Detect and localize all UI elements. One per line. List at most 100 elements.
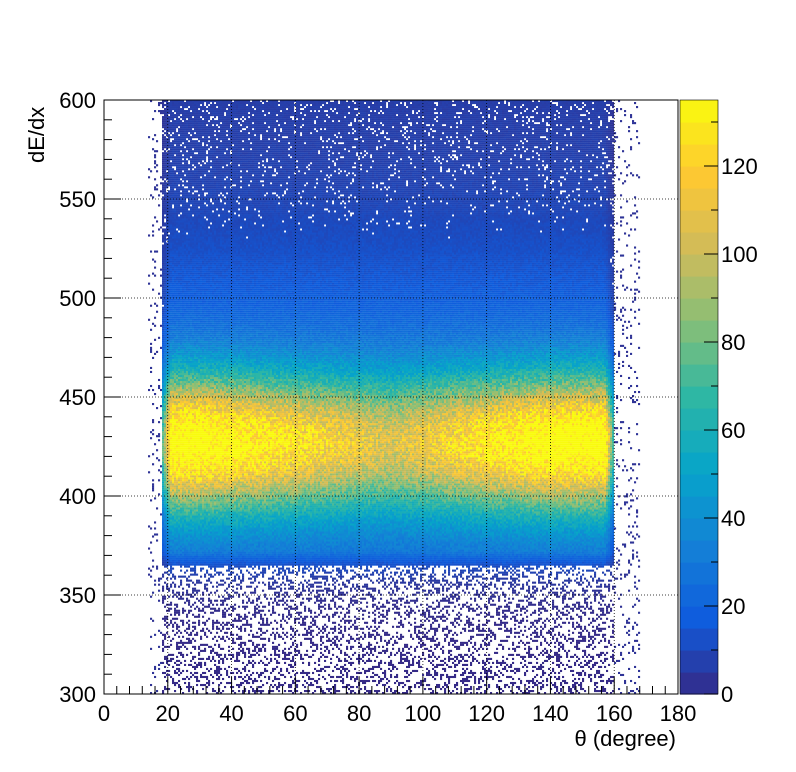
heatmap-cell bbox=[172, 385, 174, 387]
heatmap-cell bbox=[172, 369, 174, 371]
heatmap-cell bbox=[158, 433, 160, 435]
heatmap-cell bbox=[160, 405, 162, 407]
heatmap-cell bbox=[164, 403, 166, 405]
heatmap-cell bbox=[156, 435, 158, 437]
heatmap-cell bbox=[162, 493, 164, 495]
heatmap-cell bbox=[156, 311, 158, 313]
heatmap-cell bbox=[172, 202, 174, 204]
heatmap-cell bbox=[170, 289, 172, 291]
heatmap-cell bbox=[174, 228, 176, 230]
heatmap-cell bbox=[150, 437, 152, 439]
heatmap-cell bbox=[164, 174, 166, 176]
heatmap-cell bbox=[170, 584, 172, 586]
heatmap-cell bbox=[172, 164, 174, 166]
heatmap-cell bbox=[162, 214, 164, 216]
heatmap-cell bbox=[174, 407, 176, 409]
heatmap-cell bbox=[174, 513, 176, 515]
heatmap-cell bbox=[170, 509, 172, 511]
heatmap-cell bbox=[170, 277, 172, 279]
heatmap-cell bbox=[168, 293, 170, 295]
heatmap-cell bbox=[168, 130, 170, 132]
heatmap-cell bbox=[158, 435, 160, 437]
heatmap-cell bbox=[170, 507, 172, 509]
heatmap-cell bbox=[164, 108, 166, 110]
heatmap-cell bbox=[162, 558, 164, 560]
heatmap-cell bbox=[170, 106, 172, 108]
heatmap-cell bbox=[172, 630, 174, 632]
heatmap-cell bbox=[148, 275, 150, 277]
heatmap-cell bbox=[172, 327, 174, 329]
heatmap-cell bbox=[162, 178, 164, 180]
heatmap-cell bbox=[170, 263, 172, 265]
heatmap-cell bbox=[164, 493, 166, 495]
heatmap-cell bbox=[172, 515, 174, 517]
heatmap-cell bbox=[168, 244, 170, 246]
heatmap-cell bbox=[162, 503, 164, 505]
heatmap-cell bbox=[162, 220, 164, 222]
heatmap-cell bbox=[170, 220, 172, 222]
heatmap-cell bbox=[170, 114, 172, 116]
heatmap-cell bbox=[170, 523, 172, 525]
heatmap-cell bbox=[164, 204, 166, 206]
heatmap-cell bbox=[170, 383, 172, 385]
heatmap-cell bbox=[174, 363, 176, 365]
heatmap-cell bbox=[172, 279, 174, 281]
heatmap-cell bbox=[158, 493, 160, 495]
heatmap-cell bbox=[164, 479, 166, 481]
heatmap-cell bbox=[170, 578, 172, 580]
heatmap-cell bbox=[170, 640, 172, 642]
heatmap-cell bbox=[164, 347, 166, 349]
heatmap-cell bbox=[168, 467, 170, 469]
heatmap-cell bbox=[170, 146, 172, 148]
heatmap-cell bbox=[172, 381, 174, 383]
heatmap-cell bbox=[172, 224, 174, 226]
heatmap-cell bbox=[170, 154, 172, 156]
heatmap-cell bbox=[172, 546, 174, 548]
heatmap-cell bbox=[168, 212, 170, 214]
heatmap-cell bbox=[162, 333, 164, 335]
heatmap-cell bbox=[162, 381, 164, 383]
heatmap-cell bbox=[168, 527, 170, 529]
heatmap-cell bbox=[170, 548, 172, 550]
heatmap-cell bbox=[170, 566, 172, 568]
heatmap-cell bbox=[174, 172, 176, 174]
heatmap-cell bbox=[174, 554, 176, 556]
heatmap-cell bbox=[174, 511, 176, 513]
heatmap-cell bbox=[174, 176, 176, 178]
heatmap-cell bbox=[172, 194, 174, 196]
heatmap-cell bbox=[168, 437, 170, 439]
heatmap-cell bbox=[154, 160, 156, 162]
heatmap-cell bbox=[162, 527, 164, 529]
heatmap-cell bbox=[170, 501, 172, 503]
heatmap-cell bbox=[172, 124, 174, 126]
heatmap-cell bbox=[164, 455, 166, 457]
heatmap-cell bbox=[170, 249, 172, 251]
heatmap-cell bbox=[174, 232, 176, 234]
heatmap-cell bbox=[162, 102, 164, 104]
heatmap-cell bbox=[170, 459, 172, 461]
heatmap-cell bbox=[158, 439, 160, 441]
heatmap-cell bbox=[174, 564, 176, 566]
heatmap-cell bbox=[172, 409, 174, 411]
heatmap-cell bbox=[174, 537, 176, 539]
heatmap-cell bbox=[168, 347, 170, 349]
heatmap-cell bbox=[166, 353, 168, 355]
heatmap-cell bbox=[162, 602, 164, 604]
heatmap-cell bbox=[174, 397, 176, 399]
heatmap-cell bbox=[164, 521, 166, 523]
heatmap-cell bbox=[172, 218, 174, 220]
heatmap-cell bbox=[162, 505, 164, 507]
heatmap-cell bbox=[164, 232, 166, 234]
heatmap-cell bbox=[162, 598, 164, 600]
heatmap-cell bbox=[148, 568, 150, 570]
heatmap-cell bbox=[164, 136, 166, 138]
heatmap-cell bbox=[174, 499, 176, 501]
heatmap-cell bbox=[168, 391, 170, 393]
heatmap-cell bbox=[170, 307, 172, 309]
heatmap-cell bbox=[160, 389, 162, 391]
heatmap-cell bbox=[164, 560, 166, 562]
heatmap-cell bbox=[174, 309, 176, 311]
heatmap-cell bbox=[172, 429, 174, 431]
heatmap-cell bbox=[170, 491, 172, 493]
heatmap-cell bbox=[164, 477, 166, 479]
